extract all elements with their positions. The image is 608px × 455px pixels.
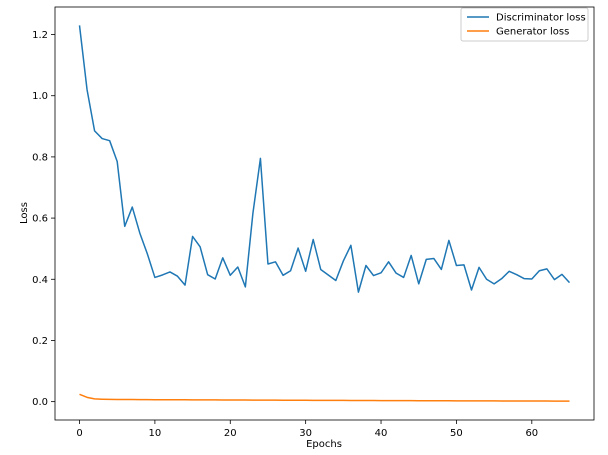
plot-frame	[54, 6, 595, 421]
x-tick-label: 40	[375, 428, 388, 439]
y-tick-label: 0.8	[32, 152, 48, 163]
discriminator-loss-line	[78, 25, 571, 293]
x-tick-label: 10	[149, 428, 162, 439]
x-tick-label: 0	[76, 428, 82, 439]
y-axis-label: Loss	[19, 202, 30, 224]
y-tick-label: 1.2	[32, 30, 48, 41]
y-tick-label: 1.0	[32, 91, 48, 102]
legend-label-generator: Generator loss	[496, 27, 569, 38]
series-layer	[78, 25, 571, 402]
x-tick-label: 30	[299, 428, 312, 439]
x-tick-label: 50	[450, 428, 463, 439]
y-tick-label: 0.6	[32, 214, 48, 225]
x-tick-label: 20	[224, 428, 237, 439]
y-tick-label: 0.2	[32, 336, 48, 347]
generator-loss-line	[79, 393, 570, 402]
y-tick-label: 0.4	[32, 275, 48, 286]
x-ticks: 0 10 20 30 40 50 60	[76, 420, 538, 439]
legend: Discriminator loss Generator loss	[460, 7, 589, 42]
legend-label-discriminator: Discriminator loss	[496, 13, 586, 24]
legend-box	[460, 7, 589, 42]
y-ticks: 0.0 0.2 0.4 0.6 0.8 1.0 1.2	[32, 30, 55, 408]
y-tick-label: 0.0	[32, 397, 48, 408]
x-tick-label: 60	[525, 428, 538, 439]
x-axis-label: Epochs	[306, 439, 342, 450]
